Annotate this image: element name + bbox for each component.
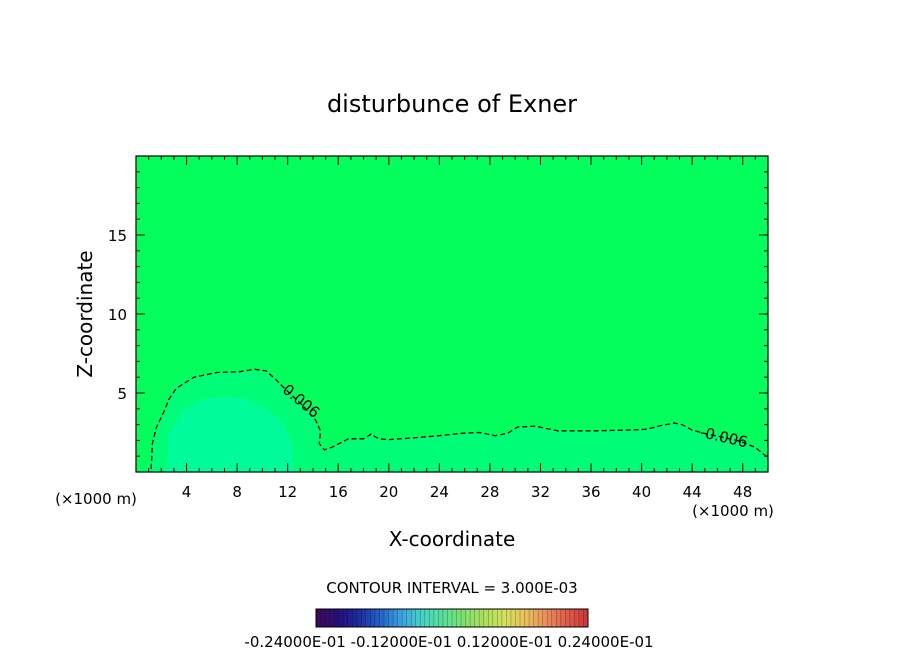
colorbar-swatch <box>347 609 353 627</box>
colorbar-swatch <box>574 609 580 627</box>
contour-interval-text: CONTOUR INTERVAL = 3.000E-03 <box>326 579 577 597</box>
colorbar-swatch <box>510 609 516 627</box>
colorbar-swatch <box>397 609 403 627</box>
colorbar-swatch <box>329 609 335 627</box>
colorbar-swatch <box>483 609 489 627</box>
colorbar-swatch <box>578 609 584 627</box>
colorbar <box>315 608 589 628</box>
colorbar-swatch <box>411 609 417 627</box>
colorbar-swatch <box>402 609 407 627</box>
x-tick-labels: 4 8 12 16 20 24 28 32 36 40 44 48 <box>182 483 752 501</box>
y-tick-label: 15 <box>108 227 127 245</box>
colorbar-swatch <box>524 609 530 627</box>
x-tick-label: 12 <box>278 483 297 501</box>
colorbar-swatch <box>565 609 571 627</box>
colorbar-swatch <box>352 609 358 627</box>
colorbar-swatch <box>406 609 412 627</box>
colorbar-swatch <box>316 609 321 627</box>
colorbar-swatch <box>456 609 462 627</box>
colorbar-swatch <box>551 609 557 627</box>
colorbar-swatch <box>547 609 553 627</box>
colorbar-swatch <box>506 609 512 627</box>
x-tick-label: 24 <box>430 483 449 501</box>
y-tick-label: 5 <box>117 385 127 403</box>
colorbar-swatch <box>393 609 398 627</box>
x-unit-left: (×1000 m) <box>55 490 137 508</box>
colorbar-labels: -0.24000E-01 -0.12000E-01 0.12000E-01 0.… <box>244 633 653 651</box>
colorbar-swatch <box>384 609 389 627</box>
strong-anomaly-region <box>166 396 293 472</box>
colorbar-swatch <box>452 609 457 627</box>
colorbar-swatch <box>461 609 466 627</box>
axis-ticks <box>136 156 768 472</box>
colorbar-swatch <box>556 609 562 627</box>
colorbar-swatch <box>542 609 548 627</box>
colorbar-swatch <box>442 609 448 627</box>
colorbar-swatch <box>424 609 430 627</box>
x-tick-label: 40 <box>632 483 651 501</box>
colorbar-swatch <box>501 609 507 627</box>
colorbar-swatch <box>388 609 394 627</box>
colorbar-swatch <box>560 609 566 627</box>
x-tick-label: 4 <box>182 483 192 501</box>
colorbar-swatch <box>488 609 494 627</box>
colorbar-swatch <box>415 609 421 627</box>
colorbar-swatch <box>420 609 426 627</box>
colorbar-swatch <box>343 609 349 627</box>
colorbar-swatch <box>447 609 453 627</box>
contour-line <box>150 368 768 469</box>
x-tick-label: 36 <box>581 483 600 501</box>
colorbar-swatch <box>479 609 485 627</box>
x-tick-label: 20 <box>379 483 398 501</box>
colorbar-swatch <box>474 609 480 627</box>
colorbar-swatch <box>370 609 376 627</box>
colorbar-swatch <box>538 609 543 627</box>
colorbar-swatch <box>529 609 534 627</box>
x-axis: (×1000 m) (×1000 m) X-coordinate 4 8 12 16 2… <box>55 483 774 551</box>
colorbar-swatch <box>361 609 367 627</box>
x-tick-label: 48 <box>733 483 752 501</box>
x-tick-label: 28 <box>480 483 499 501</box>
colorbar-swatch <box>325 609 330 627</box>
colorbar-swatch <box>334 609 339 627</box>
colorbar-swatch <box>320 609 326 627</box>
x-axis-label: X-coordinate <box>389 527 516 551</box>
shaded-field: -0.006-0.006 <box>136 368 768 472</box>
colorbar-swatch <box>438 609 444 627</box>
y-axis-label: Z-coordinate <box>73 250 97 377</box>
colorbar-swatch <box>470 609 475 627</box>
colorbar-swatch <box>497 609 503 627</box>
colorbar-swatch <box>356 609 362 627</box>
colorbar-swatch <box>338 609 344 627</box>
colorbar-swatch <box>365 609 371 627</box>
colorbar-swatch <box>533 609 539 627</box>
colorbar-swatch <box>583 609 589 627</box>
plot-area: -0.006-0.006 <box>135 155 769 473</box>
colorbar-swatch <box>569 609 575 627</box>
weak-anomaly-region <box>136 369 768 472</box>
colorbar-frame <box>315 608 589 628</box>
y-tick-labels: 5 10 15 <box>108 227 127 403</box>
colorbar-swatch <box>433 609 439 627</box>
colorbar-swatch <box>379 609 385 627</box>
colorbar-swatch <box>515 609 521 627</box>
x-tick-label: 16 <box>329 483 348 501</box>
colorbar-swatch <box>465 609 471 627</box>
colorbar-swatch <box>374 609 380 627</box>
y-tick-label: 10 <box>108 306 127 324</box>
colorbar-swatch <box>429 609 435 627</box>
x-tick-label: 8 <box>232 483 242 501</box>
y-axis: Z-coordinate 5 10 15 <box>73 227 127 403</box>
x-tick-label: 32 <box>531 483 550 501</box>
x-tick-label: 44 <box>683 483 702 501</box>
x-unit-right: (×1000 m) <box>692 502 774 520</box>
colorbar-swatch <box>492 609 498 627</box>
colorbar-swatch <box>520 609 525 627</box>
chart-title: disturbunce of Exner <box>327 90 577 118</box>
